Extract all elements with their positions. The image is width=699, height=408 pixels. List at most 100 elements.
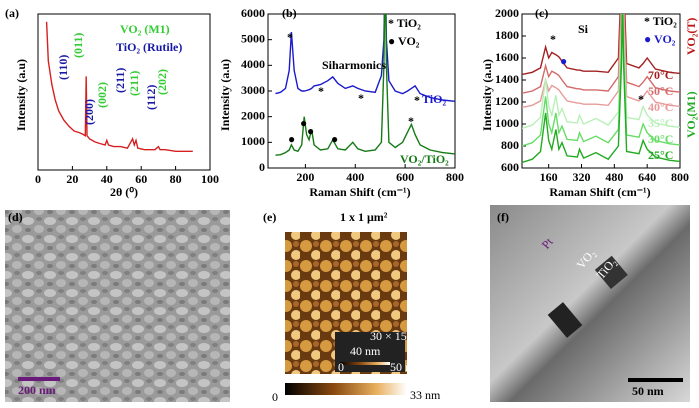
- y-tick-label: 5000: [241, 31, 265, 45]
- annotation: (211): [113, 68, 127, 93]
- x-axis-label: 2θ (⁰): [110, 185, 138, 199]
- plot-frame: [37, 13, 211, 171]
- x-tick-label: 200: [296, 170, 314, 184]
- y-tick-label: 1000: [241, 134, 265, 148]
- y-axis-label: Intensity (a.u): [480, 59, 494, 131]
- x-tick-label: 800: [446, 170, 464, 184]
- inset-max: 50 nm: [390, 360, 421, 374]
- series-line: [275, 14, 455, 156]
- annotation: *: [638, 92, 644, 106]
- annotation: (202): [155, 69, 169, 95]
- annotation: (211): [127, 71, 141, 96]
- annotation: ●: [288, 132, 295, 146]
- x-axis-label: Raman Shift (cm⁻¹): [549, 185, 650, 199]
- inset-size: 30 × 15 μm²: [370, 329, 430, 343]
- y-tick-label: 3000: [241, 83, 265, 97]
- inset-min: 0: [338, 360, 344, 374]
- y-tick-label: 1200: [495, 94, 519, 108]
- x-axis-label: Raman Shift (cm⁻¹): [309, 185, 410, 199]
- panel-label: (f): [497, 210, 509, 224]
- series-label: 25°C: [648, 148, 673, 162]
- y-tick-label: 600: [501, 160, 519, 174]
- annotation: Siharmonics: [322, 58, 386, 72]
- panel-label: (d): [8, 210, 23, 224]
- series-line: [275, 14, 455, 102]
- panel-label: (c): [535, 6, 548, 20]
- series-label: VO₂/TiO₂: [400, 152, 449, 166]
- grain: [547, 302, 583, 338]
- series-label: 40°C: [648, 100, 673, 114]
- annotation: VO₂ (M1): [120, 22, 170, 36]
- series-line: [522, 14, 680, 109]
- y-tick-label: 1800: [495, 28, 519, 42]
- annotation: VO₂(T): [684, 18, 698, 55]
- x-tick-label: 600: [396, 170, 414, 184]
- annotation: *: [408, 114, 414, 128]
- annotation: (110): [56, 55, 70, 80]
- x-tick-label: 320: [573, 170, 591, 184]
- y-axis-label: Intensity (a.u): [14, 59, 28, 131]
- sem-image: [5, 210, 230, 402]
- series-line: [522, 14, 680, 164]
- x-tick-label: 640: [638, 170, 656, 184]
- panel-d: (d) 200 nm: [5, 210, 230, 402]
- annotation: ●: [307, 124, 314, 138]
- series-label: 30°C: [648, 132, 673, 146]
- scale-bar: [628, 378, 683, 382]
- annotation: (200): [82, 99, 96, 125]
- scale-bar: [18, 377, 60, 381]
- series-line: [522, 14, 680, 76]
- series-label: 50°C: [648, 84, 673, 98]
- colorbar: [285, 383, 407, 395]
- y-tick-label: 2000: [241, 108, 265, 122]
- x-tick-label: 0: [35, 172, 41, 186]
- annotation: *: [414, 93, 420, 107]
- x-tick-label: 160: [540, 170, 558, 184]
- annotation: *: [287, 30, 293, 44]
- cbar-max: 33 nm: [410, 388, 441, 402]
- annotation: ●: [300, 116, 307, 130]
- y-tick-label: 1600: [495, 50, 519, 64]
- scale-label: 50 nm: [632, 384, 664, 398]
- x-tick-label: 40: [101, 172, 113, 186]
- y-tick-label: 2000: [495, 6, 519, 20]
- y-tick-label: 1400: [495, 72, 519, 86]
- tem-image: [490, 205, 690, 402]
- y-tick-label: 6000: [241, 6, 265, 20]
- y-tick-label: 4000: [241, 57, 265, 71]
- series-line: [522, 14, 680, 94]
- panel-label: (b): [282, 6, 297, 20]
- y-axis-label: Intensity (a.u): [218, 59, 232, 131]
- x-tick-label: 80: [170, 172, 182, 186]
- grain: [594, 255, 628, 290]
- annotation: VO₂(M1): [684, 91, 698, 138]
- annotation: (112): [144, 85, 158, 110]
- annotation: Si: [578, 22, 589, 36]
- series-label: TiO₂: [422, 92, 446, 106]
- annotation: *: [358, 91, 364, 105]
- annotation: *: [550, 32, 556, 46]
- annotation: ●: [560, 54, 567, 68]
- image-size: 1 x 1 μm²: [340, 210, 388, 224]
- series-line: [45, 21, 193, 152]
- annotation: *: [318, 84, 324, 98]
- series-label: 35°C: [648, 116, 673, 130]
- annotation: TiO₂ (Rutile): [116, 40, 182, 54]
- inset-bar: [340, 362, 390, 365]
- x-tick-label: 60: [135, 172, 147, 186]
- plot-frame: [521, 13, 681, 169]
- inset-height: 40 nm: [350, 344, 381, 358]
- x-tick-label: 400: [346, 170, 364, 184]
- y-tick-label: 800: [501, 138, 519, 152]
- annotation: ●: [331, 132, 338, 146]
- annotation: * TiO₂: [388, 16, 421, 30]
- panel-e: (e) 1 x 1 μm² 30 × 15 μm² 40 nm 0 50 nm …: [263, 210, 441, 404]
- x-tick-label: 800: [671, 170, 689, 184]
- annotation: (011): [71, 33, 85, 58]
- series-line: [522, 14, 680, 130]
- series-label: 70°C: [648, 68, 673, 82]
- x-tick-label: 480: [605, 170, 623, 184]
- inset: [335, 332, 405, 372]
- cbar-min: 0: [272, 390, 278, 404]
